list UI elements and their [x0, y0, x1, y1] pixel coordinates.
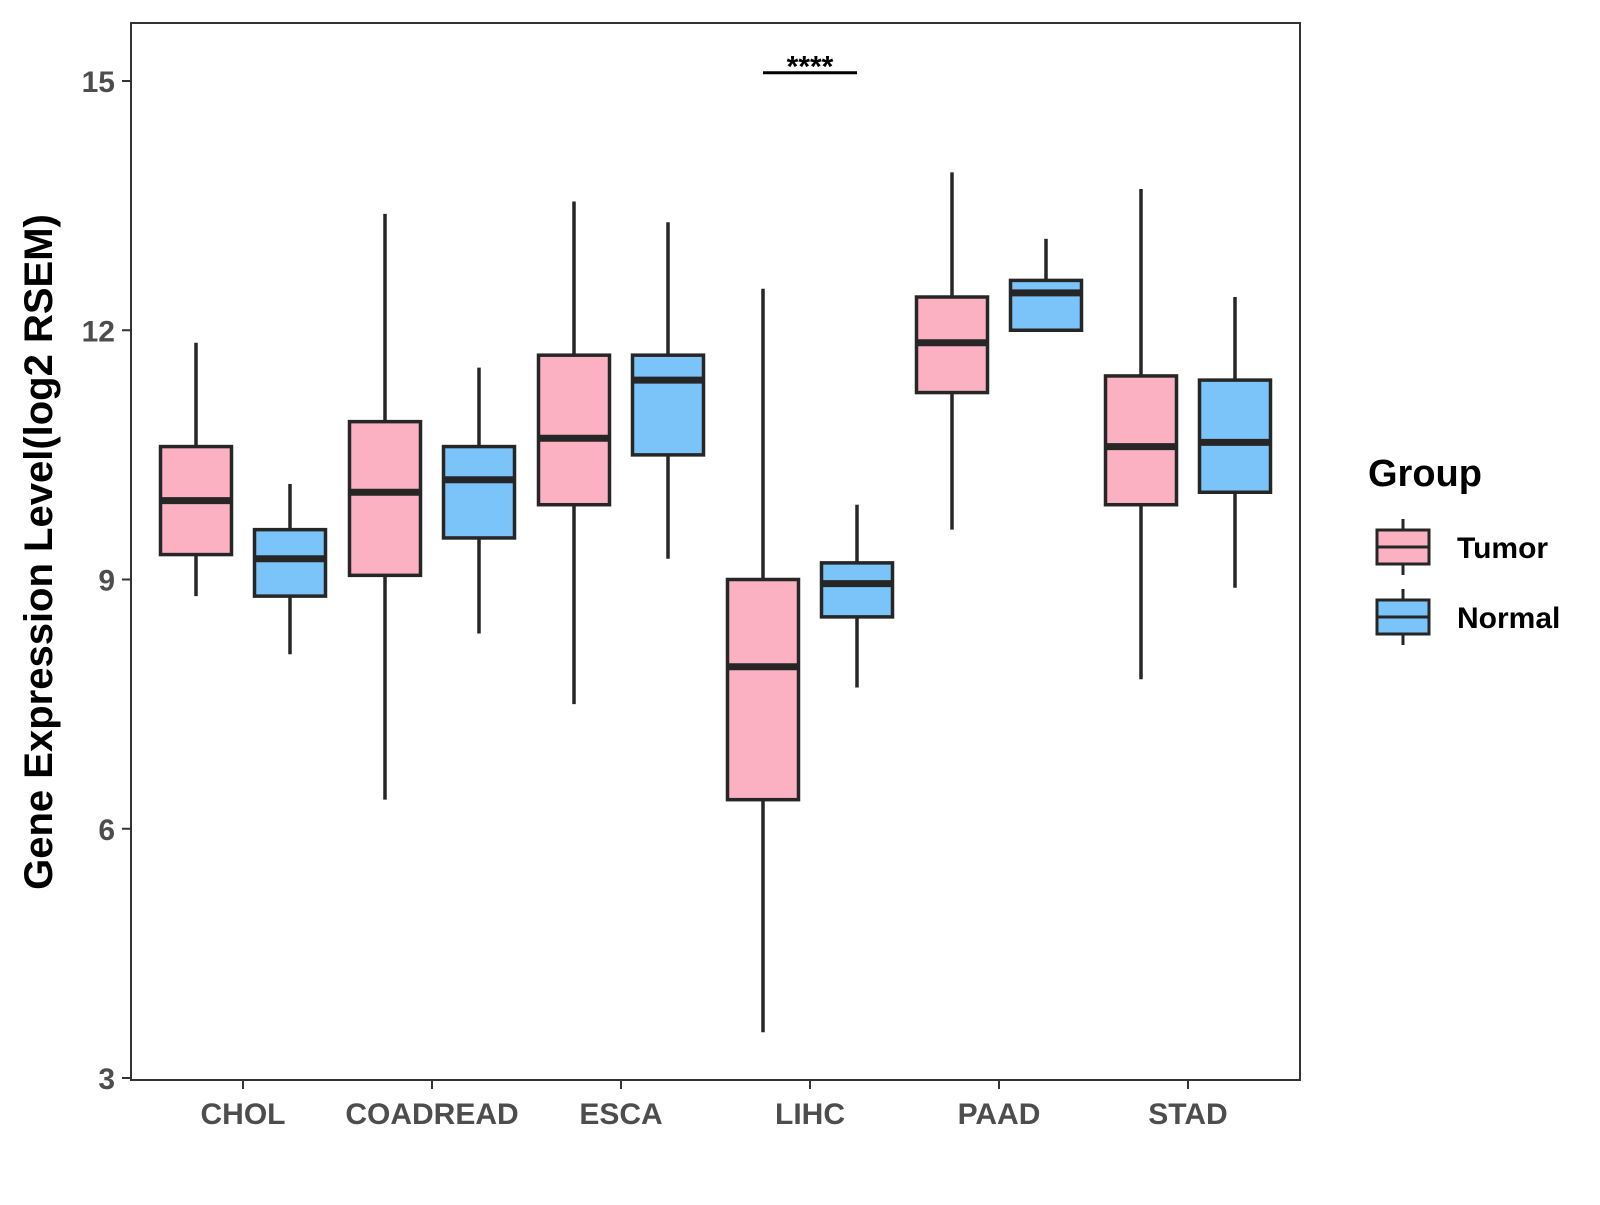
box-body	[1008, 278, 1084, 332]
legend-label: Tumor	[1457, 532, 1548, 565]
box-normal-paad	[1008, 238, 1084, 332]
y-axis: 3 6 9 12 15	[82, 66, 131, 1096]
y-tick-label: 9	[98, 565, 115, 598]
box-tumor-esca	[536, 201, 612, 705]
x-tick-label: COADREAD	[345, 1098, 518, 1131]
box-tumor-paad	[914, 172, 990, 530]
box-body	[1197, 378, 1273, 495]
box-normal-esca	[630, 222, 706, 559]
box-body	[536, 353, 612, 507]
x-tick-label: LIHC	[775, 1098, 845, 1131]
box-normal-chol	[252, 483, 328, 655]
box-body	[347, 419, 423, 578]
y-tick-label: 6	[98, 814, 115, 847]
box-body	[441, 444, 517, 540]
x-tick-label: STAD	[1148, 1098, 1227, 1131]
y-tick-label: 15	[82, 66, 115, 99]
box-body	[819, 561, 895, 619]
x-tick-label: CHOL	[201, 1098, 286, 1131]
x-axis: CHOL COADREAD ESCA LIHC PAAD STAD	[201, 1080, 1228, 1131]
box-body	[630, 353, 706, 457]
box-body	[252, 527, 328, 598]
box-normal-stad	[1197, 297, 1273, 588]
box-tumor-lihc	[725, 288, 801, 1033]
y-tick-label: 3	[98, 1063, 115, 1096]
annotations: ****	[763, 51, 857, 84]
x-tick-label: PAAD	[958, 1098, 1041, 1131]
legend-label: Normal	[1457, 602, 1560, 635]
box-tumor-stad	[1103, 189, 1179, 680]
box-normal-lihc	[819, 504, 895, 688]
legend: Group Tumor Normal	[1368, 453, 1560, 645]
y-tick-label: 12	[82, 315, 115, 348]
legend-entry-normal: Normal	[1375, 589, 1560, 645]
boxes	[158, 172, 1273, 1033]
y-axis-title: Gene Expression Level(log2 RSEM)	[17, 214, 61, 890]
box-normal-coadread	[441, 367, 517, 634]
significance-label: ****	[787, 51, 834, 84]
box-tumor-coadread	[347, 213, 423, 800]
x-tick-label: ESCA	[579, 1098, 662, 1131]
legend-title: Group	[1368, 453, 1482, 495]
box-body	[1103, 374, 1179, 507]
box-tumor-chol	[158, 342, 234, 597]
legend-entry-tumor: Tumor	[1375, 519, 1548, 575]
box-body	[725, 577, 801, 802]
